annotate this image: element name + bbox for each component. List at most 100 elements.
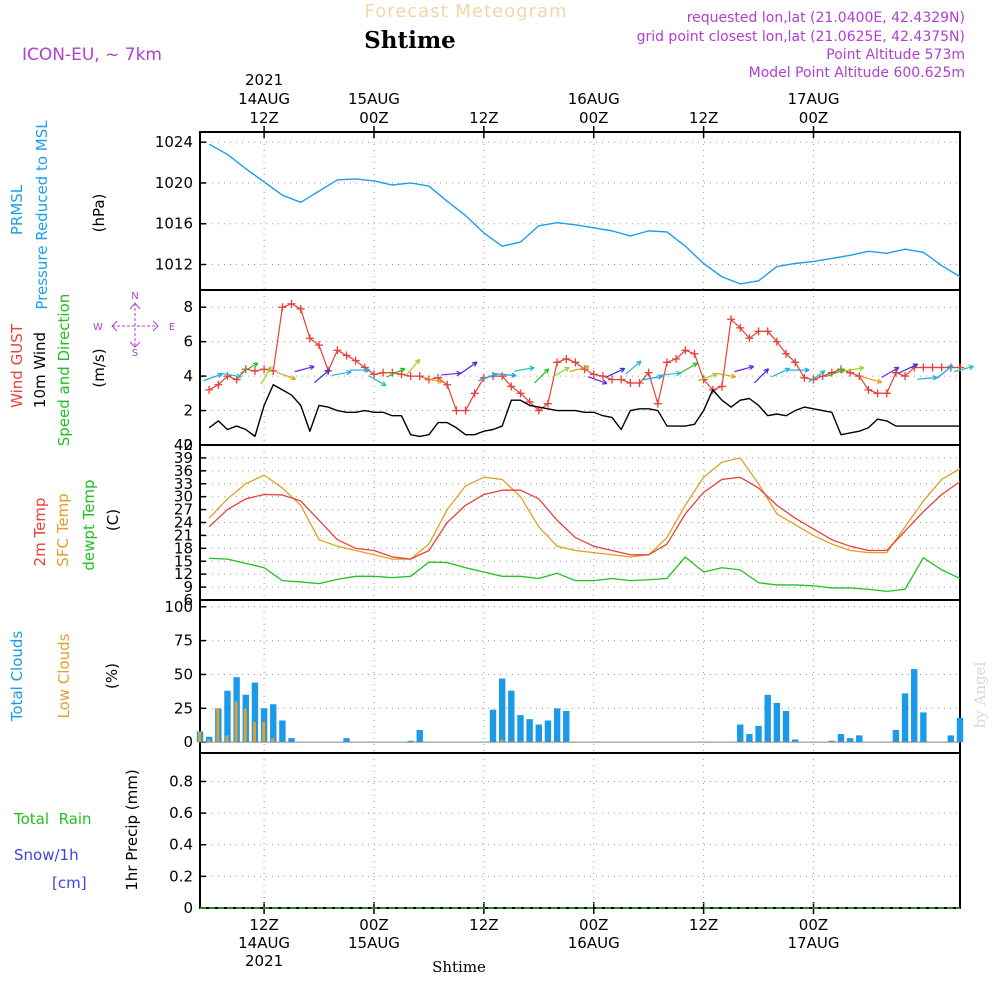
wind-arrow	[514, 367, 535, 372]
gust-point	[415, 372, 424, 381]
gust-point	[873, 389, 882, 398]
total-clouds-bar	[755, 725, 762, 743]
wind-arrowhead	[763, 368, 770, 374]
wind-ytick-label: 8	[183, 298, 193, 316]
dewpt-label: dewpt Temp	[80, 479, 98, 570]
wind-ytick-label: 2	[183, 402, 193, 420]
gust-point	[681, 346, 690, 355]
wind-arrowhead	[252, 362, 259, 368]
gust-point	[516, 389, 525, 398]
wind-arrowhead	[324, 369, 331, 375]
wind-arrowhead	[399, 367, 406, 373]
wind-arrowhead	[932, 375, 938, 381]
gust-point	[919, 363, 928, 372]
gust-point	[772, 337, 781, 346]
wind-arrowhead	[236, 373, 242, 379]
temp-ytick-label: 12	[174, 565, 193, 583]
wind-arrowhead	[346, 370, 352, 376]
gust-point	[296, 304, 305, 313]
total-clouds-bar	[544, 720, 552, 743]
clouds-ytick-label: 0	[183, 733, 193, 751]
gust-point	[754, 327, 763, 336]
temp-ytick-label: 24	[174, 514, 193, 532]
total-clouds-bar	[251, 682, 259, 743]
low-clouds-bar	[216, 708, 220, 743]
gust-point	[782, 349, 791, 358]
temp-label: 2m Temp	[31, 498, 49, 567]
wind-arrow	[936, 364, 953, 379]
top-time-label: 12Z	[469, 109, 498, 127]
wind-arrowhead	[491, 372, 498, 378]
low-clouds-bar	[262, 721, 266, 743]
clouds-unit: (%)	[103, 663, 121, 689]
wind-arrowhead	[529, 365, 535, 372]
temp-ytick-label: 9	[183, 578, 193, 596]
bottom-time-label: 12Z	[689, 916, 718, 934]
clouds-ytick-label: 75	[174, 632, 193, 650]
gust-point	[763, 327, 772, 336]
wind-arrowhead	[876, 378, 883, 384]
wind-dir-label: Speed and Direction	[55, 294, 73, 447]
pressure-unit: (hPa)	[90, 194, 108, 233]
wind-arrow	[406, 358, 421, 376]
precip-ytick-label: 0.8	[169, 772, 193, 790]
wind-arrow	[276, 371, 296, 380]
gust-point	[608, 375, 617, 384]
compass-icon: N S W E	[93, 291, 175, 359]
precip-ytick-label: 0.6	[169, 804, 193, 822]
wind-arrow	[917, 376, 938, 380]
wind-arrowhead	[437, 378, 443, 384]
gust-point	[507, 382, 516, 391]
clouds-ytick-label: 25	[174, 699, 193, 717]
temp-ytick-label: 6	[183, 591, 193, 609]
gust-point	[333, 346, 342, 355]
wind-arrow	[441, 372, 462, 376]
precip-ytick-label: 0.2	[169, 867, 193, 885]
wind-label: 10m Wind	[31, 332, 49, 408]
gust-point	[223, 372, 232, 381]
wind-arrow	[808, 370, 826, 383]
gust-point	[882, 389, 891, 398]
gust-point	[672, 354, 681, 363]
gust-point	[443, 380, 452, 389]
pressure-ytick-label: 1012	[155, 256, 193, 274]
wind-arrow	[221, 372, 242, 378]
gust-point	[305, 334, 314, 343]
gust-point	[791, 358, 800, 367]
gust-point	[809, 375, 818, 384]
gust-point	[461, 406, 470, 415]
wind-arrowhead	[636, 360, 642, 366]
pressure-ytick-label: 1024	[155, 133, 193, 151]
gust-point	[626, 379, 635, 387]
product-title: Forecast Meteogram	[364, 1, 567, 22]
total-clouds-bar	[224, 690, 231, 743]
total-clouds-bar	[288, 738, 295, 743]
wind-arrowhead	[804, 367, 810, 373]
wind-arrowhead	[692, 362, 698, 368]
total-clouds-bar	[343, 738, 350, 743]
wind-arrow	[534, 368, 550, 384]
rain-label: Total Rain	[13, 810, 92, 828]
precip-panel: 0 0.2 0.4 0.6 0.8	[169, 752, 961, 917]
pressure-ytick-label: 1016	[155, 215, 193, 233]
wind-arrow	[844, 367, 865, 372]
wind-arrowhead	[893, 366, 900, 372]
pressure-ytick-label: 1020	[155, 174, 193, 192]
bottom-time-label: 00Z	[799, 916, 828, 934]
top-time-label: 00Z	[579, 109, 608, 127]
wind-arrowhead	[511, 372, 517, 378]
wind-arrow	[368, 375, 387, 387]
wind-arrow	[569, 365, 590, 373]
gust-point	[653, 399, 662, 408]
low-clouds-bar	[198, 731, 201, 743]
wind-arrow	[715, 372, 736, 378]
total-clouds-label: Total Clouds	[8, 631, 26, 723]
total-clouds-bar	[517, 715, 524, 743]
total-clouds-bar	[737, 724, 744, 743]
gust-label: Wind GUST	[8, 323, 26, 408]
total-clouds-bar	[526, 719, 533, 743]
wind-arrow	[679, 362, 698, 374]
wind-arrowhead	[601, 379, 608, 385]
